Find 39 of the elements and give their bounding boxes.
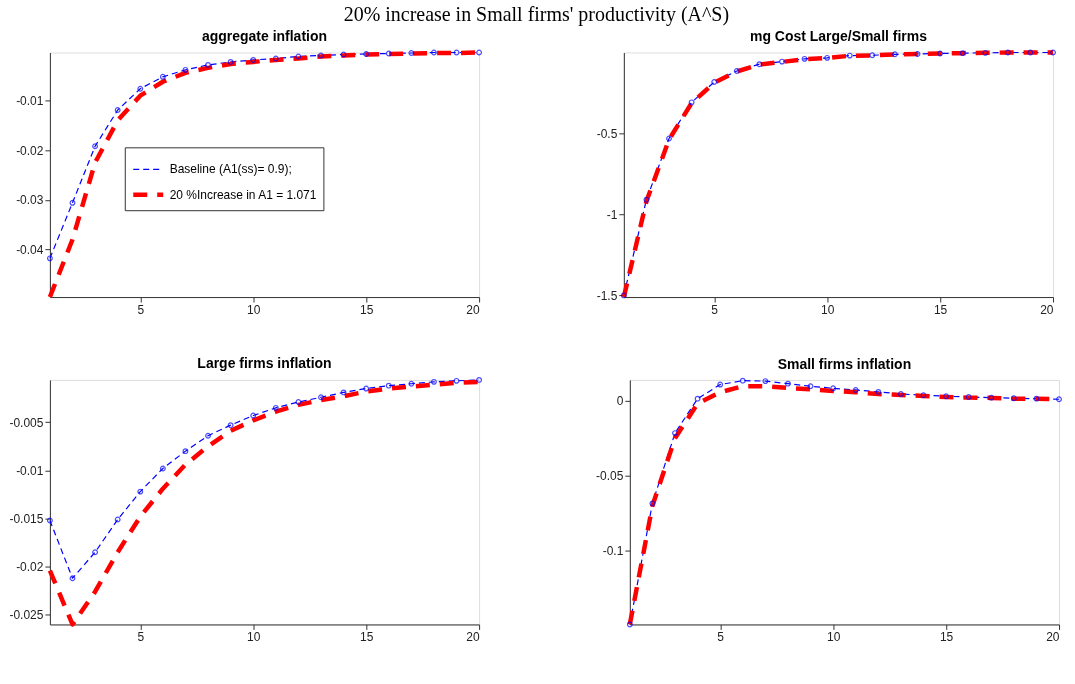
x-tick-label: 10 <box>247 629 261 644</box>
y-tick-label: -0.5 <box>596 126 618 141</box>
y-tick-label: -1.5 <box>596 288 618 303</box>
y-tick-label: -0.025 <box>9 608 44 623</box>
text: 20% increase in Small firms' productivity (A^S) <box>343 3 730 27</box>
y-tick-label: -1 <box>606 207 618 222</box>
chart-title: aggregate inflation <box>202 27 327 44</box>
x-tick-label: 10 <box>820 302 835 317</box>
legend-label: 20 %Increase in A1 = 1.071 <box>169 187 317 202</box>
x-tick-label: 5 <box>137 629 145 644</box>
y-tick-label: -0.015 <box>9 512 44 527</box>
x-tick-label: 20 <box>466 629 480 644</box>
x-tick-label: 20 <box>1040 302 1054 317</box>
y-tick-label: -0.02 <box>16 560 44 575</box>
x-tick-label: 10 <box>247 302 261 317</box>
y-tick-label: -0.005 <box>9 415 44 430</box>
x-tick-label: 20 <box>466 302 480 317</box>
chart-title: Small firms inflation <box>777 355 912 372</box>
y-tick-label: -0.1 <box>602 544 624 559</box>
y-tick-label: -0.03 <box>16 193 44 208</box>
y-tick-label: -0.01 <box>16 94 44 109</box>
y-tick-label: -0.01 <box>16 463 44 478</box>
x-tick-label: 20 <box>1046 629 1060 644</box>
y-tick-label: 0 <box>616 394 624 409</box>
legend-label: Baseline (A1(ss)= 0.9); <box>169 162 292 177</box>
x-tick-label: 15 <box>360 302 374 317</box>
y-tick-label: -0.02 <box>16 143 44 158</box>
x-tick-label: 10 <box>826 629 841 644</box>
chart-title: mg Cost Large/Small firms <box>749 27 928 44</box>
x-tick-label: 15 <box>939 629 954 644</box>
y-tick-label: -0.04 <box>16 242 44 257</box>
x-tick-label: 5 <box>717 629 725 644</box>
x-tick-label: 5 <box>711 302 719 317</box>
line-series <box>47 379 482 627</box>
chart-title: Large firms inflation <box>197 355 332 372</box>
x-tick-label: 15 <box>933 302 948 317</box>
x-tick-label: 5 <box>137 302 145 317</box>
x-tick-label: 15 <box>360 629 374 644</box>
y-tick-label: -0.05 <box>596 469 624 484</box>
